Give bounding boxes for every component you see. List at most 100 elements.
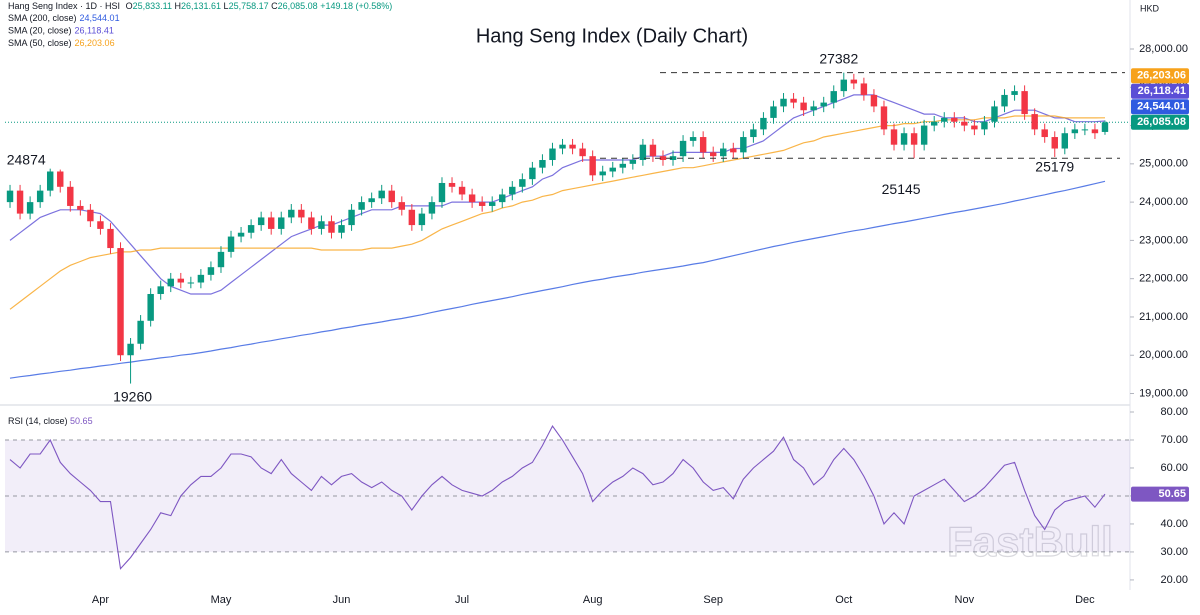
candle-body <box>418 213 426 226</box>
candle-body <box>398 202 406 210</box>
candle-body <box>549 148 556 161</box>
candle-body <box>981 121 988 130</box>
candle-body <box>1021 91 1028 115</box>
candle-body <box>288 209 295 218</box>
chart-title: Hang Seng Index (Daily Chart) <box>476 25 748 47</box>
candle-body <box>629 160 637 164</box>
candle-body <box>488 202 496 206</box>
candle-body <box>167 278 174 287</box>
candle-body <box>720 148 727 157</box>
annotation: 27382 <box>819 50 858 66</box>
candle-body <box>177 278 185 283</box>
x-tick-label: Apr <box>92 594 109 606</box>
symbol: Hang Seng Index · 1D · HSI <box>8 1 120 11</box>
y-tick-label: 60.00 <box>1160 462 1188 474</box>
candle-body <box>328 221 335 233</box>
candle-body <box>137 320 144 344</box>
candle-body <box>1081 129 1089 131</box>
candle-body <box>247 225 255 233</box>
candle-body <box>930 121 938 126</box>
candle-body <box>910 133 918 145</box>
x-tick-label: Sep <box>703 594 723 606</box>
field-key: L <box>224 1 229 11</box>
candle-body <box>107 228 114 249</box>
sma-line <box>9 94 1106 295</box>
annotation: 19260 <box>113 388 152 404</box>
currency: HKD <box>1140 3 1160 13</box>
x-tick-label: Dec <box>1075 594 1095 606</box>
candle-body <box>579 148 586 157</box>
rsi-line <box>9 424 1106 570</box>
legend-entry: SMA (200, close) 24,544.01 <box>8 13 120 23</box>
candle-body <box>77 205 84 210</box>
candle-body <box>448 182 456 187</box>
candle-body <box>1041 129 1048 138</box>
annotation: 25145 <box>882 181 921 197</box>
price-tag-label: 26,085.08 <box>1137 116 1186 128</box>
candle-body <box>559 144 566 149</box>
rsi-tag <box>1131 486 1189 502</box>
candle-body <box>649 144 657 157</box>
candle-body <box>760 117 767 130</box>
field-value: 26,085.08 <box>278 1 318 11</box>
rsi-tag-label: 50.65 <box>1158 488 1186 500</box>
header-line: Hang Seng Index · 1D · HSI O25,833.11 H2… <box>8 1 392 11</box>
candle-body <box>157 286 164 294</box>
legend-value: 26,203.06 <box>75 38 115 48</box>
price-tag <box>1131 68 1189 84</box>
candle-body <box>1091 129 1099 134</box>
field-value: 25,833.11 <box>133 1 172 11</box>
annotation: 24874 <box>7 151 46 167</box>
candle-body <box>348 209 355 226</box>
candle-body <box>1101 122 1109 132</box>
y-tick-label: 70.00 <box>1160 434 1188 446</box>
candle-body <box>1071 129 1079 134</box>
price-tag-label: 26,203.06 <box>1137 70 1186 82</box>
candle-body <box>880 106 888 130</box>
candle-body <box>197 274 205 283</box>
candle-body <box>800 102 807 111</box>
rsi-value: 50.65 <box>70 416 93 426</box>
y-tick-label: 24,000.00 <box>1139 196 1188 208</box>
candle-body <box>589 156 596 176</box>
candle-body <box>951 117 958 122</box>
candle-body <box>67 186 74 206</box>
x-tick-label: Oct <box>835 594 852 606</box>
candle-body <box>780 98 787 107</box>
candle-body <box>730 148 737 153</box>
candle-body <box>298 209 305 218</box>
legend-name: SMA (20, close) <box>8 26 72 36</box>
candle-body <box>991 106 998 122</box>
field-value: 26,131.61 <box>181 1 221 11</box>
candle-body <box>227 236 235 252</box>
candle-body <box>257 217 265 226</box>
candle-body <box>187 282 195 284</box>
legend-value: 26,118.41 <box>75 26 114 36</box>
candle-body <box>529 167 536 180</box>
candle-body <box>267 217 275 229</box>
field-key: O <box>126 1 133 11</box>
candle-body <box>840 79 848 92</box>
y-tick-label: 30.00 <box>1160 546 1188 558</box>
price-tag <box>1131 83 1189 99</box>
candle-body <box>318 221 325 229</box>
candle-body <box>750 129 757 138</box>
x-tick-label: Jul <box>455 594 469 606</box>
candle-body <box>57 171 64 187</box>
candle-body <box>16 190 24 214</box>
candle-body <box>830 91 837 103</box>
candle-body <box>860 83 868 95</box>
y-tick-label: 23,000.00 <box>1139 234 1188 246</box>
field-key: C <box>271 1 278 11</box>
field-key: H <box>174 1 181 11</box>
candle-body <box>619 163 627 168</box>
y-tick-label: 22,000.00 <box>1139 273 1188 285</box>
candle-body <box>408 209 416 226</box>
rsi-title: RSI (14, close) <box>8 416 68 426</box>
x-tick-label: Jun <box>333 594 351 606</box>
candle-body <box>1011 91 1018 95</box>
watermark: FastBull <box>947 518 1113 565</box>
candle-body <box>790 98 797 103</box>
sma-line <box>9 115 1106 310</box>
